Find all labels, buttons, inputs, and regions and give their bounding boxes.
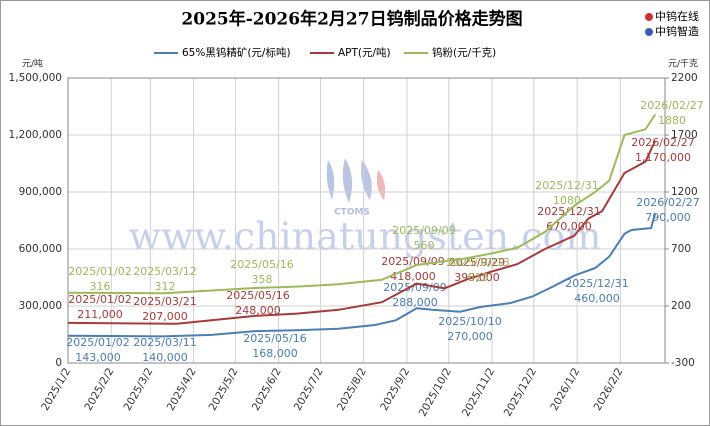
- y-tick-label: 900,000: [19, 186, 62, 198]
- point-date-label: 2026/02/27: [636, 196, 699, 209]
- legend-label: APT(元/吨): [338, 46, 391, 59]
- y-unit: 元/吨: [22, 58, 43, 70]
- point-date-label: 2025/12/31: [565, 277, 628, 290]
- point-date-label: 2025/05/16: [243, 332, 306, 345]
- y-tick-label: 1,200,000: [9, 129, 62, 141]
- y2-tick-label: 1700: [671, 129, 698, 141]
- point-date-label: 2025/05/16: [226, 289, 289, 302]
- series-line: [67, 140, 657, 325]
- y-tick-label: 1,500,000: [9, 72, 62, 84]
- point-date-label: 2025/05/16: [230, 258, 293, 271]
- y2-tick-label: 700: [671, 243, 691, 255]
- point-date-label: 2025/10/13: [446, 256, 509, 269]
- brand-icon: [645, 28, 653, 36]
- point-date-label: 2025/01/02: [68, 265, 131, 278]
- y2-tick-label: 1200: [671, 186, 698, 198]
- data-label: 312: [155, 280, 176, 293]
- data-label: 460,000: [574, 292, 620, 305]
- y-tick-label: 300,000: [19, 300, 62, 312]
- point-date-label: 2025/03/12: [133, 265, 196, 278]
- data-label: 1880: [658, 114, 686, 127]
- data-label: 790,000: [645, 211, 691, 224]
- y2-tick-label: 200: [671, 300, 691, 312]
- data-label: 168,000: [252, 347, 298, 360]
- y2-tick-label: 2200: [671, 72, 698, 84]
- chart-title: 2025年-2026年2月27日钨制品价格走势图: [181, 9, 522, 30]
- data-label: 615: [468, 271, 489, 284]
- y-tick-label: 600,000: [19, 243, 62, 255]
- data-label: 358: [252, 273, 273, 286]
- point-date-label: 2026/02/27: [640, 99, 703, 112]
- brand: 中钨在线: [655, 9, 699, 23]
- point-date-label: 2025/09/09: [392, 224, 455, 237]
- y-tick-label: 0: [55, 357, 62, 369]
- data-label: 393,000: [454, 271, 500, 284]
- data-label: 418,000: [390, 270, 436, 283]
- point-date-label: 2026/02/27: [631, 136, 694, 149]
- point-date-label: 2025/01/02: [68, 293, 131, 306]
- y2-tick-label: -300: [671, 357, 695, 369]
- point-date-label: 2025/10/10: [438, 315, 501, 328]
- legend-label: 65%黑钨精矿(元/标吨): [182, 46, 291, 59]
- data-label: 207,000: [142, 310, 188, 323]
- data-label: 1080: [553, 194, 581, 207]
- data-label: 211,000: [77, 308, 123, 321]
- series-line: [67, 113, 657, 295]
- data-label: 288,000: [392, 296, 438, 309]
- data-label: 316: [90, 280, 111, 293]
- data-label: 1,170,000: [635, 151, 691, 164]
- data-label: 248,000: [235, 304, 281, 317]
- legend-label: 钨粉(元/千克): [432, 46, 496, 59]
- point-date-label: 2025/03/11: [133, 336, 196, 349]
- series-line: [67, 212, 657, 338]
- point-date-label: 2025/09/09: [383, 281, 446, 294]
- data-label: 270,000: [447, 330, 493, 343]
- brand: 中钨智造: [655, 24, 699, 38]
- plot-area: [67, 77, 666, 364]
- brand-icon: [645, 13, 653, 21]
- watermark: www.chinatungsten.com: [129, 215, 602, 259]
- y2-unit: 元/千克: [668, 59, 698, 70]
- data-label: 143,000: [75, 351, 121, 364]
- point-date-label: 2025/09/09: [381, 255, 444, 268]
- point-date-label: 2025/12/31: [535, 179, 598, 192]
- point-date-label: 2025/03/21: [133, 295, 196, 308]
- point-date-label: 2025/01/02: [66, 336, 129, 349]
- data-label: 560: [414, 239, 435, 252]
- watermark-logo-text: CTOMS: [334, 208, 370, 218]
- data-label: 140,000: [142, 351, 188, 364]
- data-label: 670,000: [546, 220, 592, 233]
